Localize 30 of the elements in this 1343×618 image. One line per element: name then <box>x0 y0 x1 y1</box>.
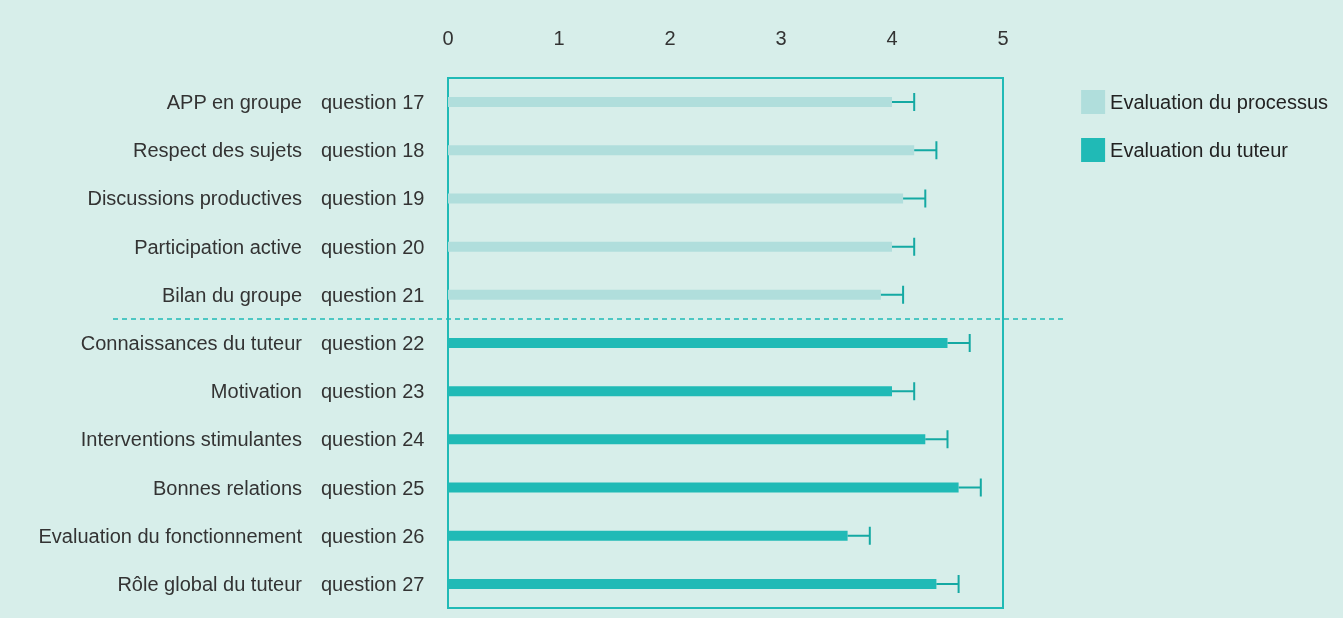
y-tick-label: Bilan du groupe <box>161 283 302 306</box>
y2-tick-label: question 17 <box>321 91 425 114</box>
y-tick-label: APP en groupe <box>166 91 302 114</box>
x-tick-label: 3 <box>775 27 787 49</box>
y-tick-label: Rôle global du tuteur <box>117 572 303 595</box>
y2-tick-label: question 25 <box>321 476 425 499</box>
y-tick-label: Evaluation du fonctionnement <box>38 524 303 547</box>
x-tick-label: 4 <box>886 27 898 49</box>
y2-tick-label: question 27 <box>321 572 425 595</box>
x-tick-label: 1 <box>553 27 565 49</box>
y-tick-label: Connaissances du tuteur <box>80 332 303 354</box>
y2-tick-label: question 26 <box>321 524 425 547</box>
y-tick-label: Motivation <box>210 380 302 403</box>
legend-label: Evaluation du tuteur <box>1110 139 1289 161</box>
y2-tick-label: question 21 <box>321 283 425 306</box>
y-tick-label: Participation active <box>134 235 302 258</box>
y-tick-label: Bonnes relations <box>153 476 302 499</box>
y2-tick-label: question 20 <box>321 235 425 258</box>
x-tick-label: 5 <box>997 27 1009 49</box>
y-tick-label: Interventions stimulantes <box>80 428 302 451</box>
y2-tick-label: question 24 <box>321 428 425 451</box>
y2-tick-label: question 18 <box>321 139 425 162</box>
y-tick-label: Respect des sujets <box>133 139 302 162</box>
y2-tick-label: question 23 <box>321 380 425 403</box>
y-tick-label: Discussions productives <box>87 187 302 210</box>
x-tick-label: 0 <box>442 27 454 49</box>
x-tick-label: 2 <box>664 27 676 49</box>
y2-tick-label: question 22 <box>321 332 425 354</box>
y2-tick-label: question 19 <box>321 187 425 210</box>
legend-label: Evaluation du processus <box>1110 91 1329 113</box>
